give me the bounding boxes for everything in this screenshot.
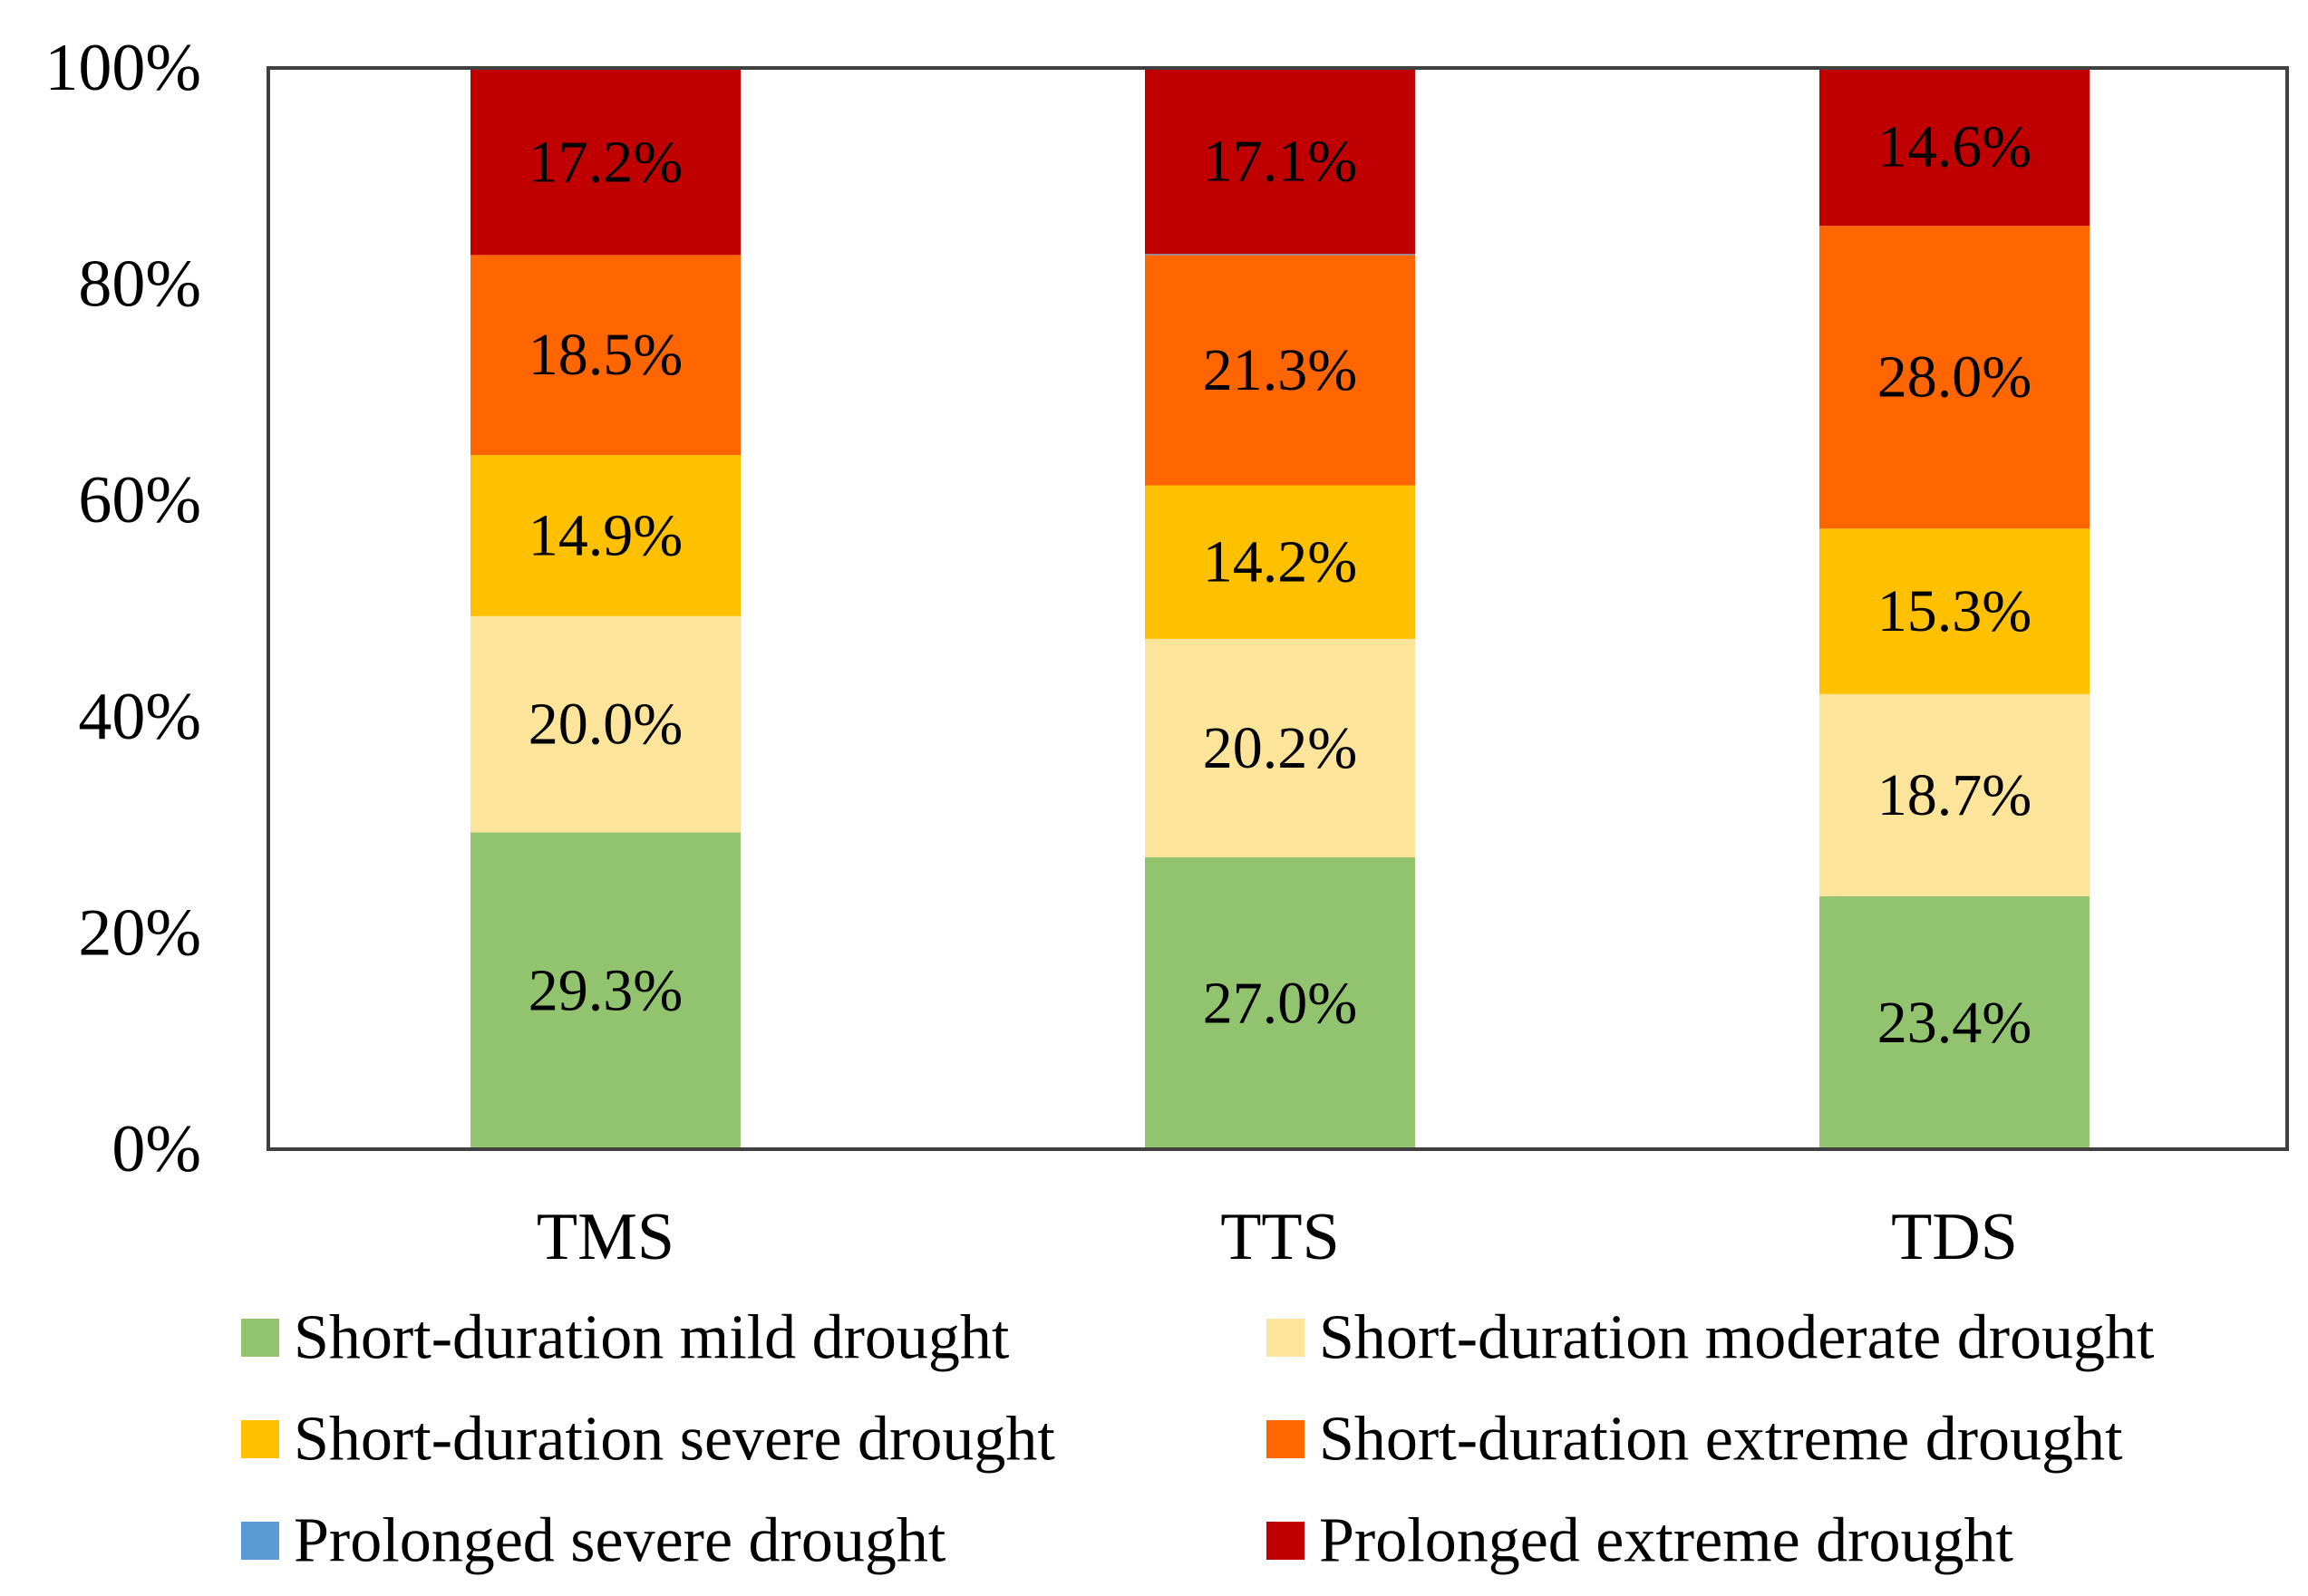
legend-swatch [1266,1319,1304,1357]
x-tick-label-tts: TTS [1220,1200,1340,1274]
data-label-tts-short-duration-moderate-drought: 20.2% [1203,715,1357,781]
y-tick-label: 0% [112,1112,201,1186]
legend-swatch [241,1319,279,1357]
legend-label: Short-duration severe drought [294,1405,1055,1475]
legend-swatch [1266,1420,1304,1458]
data-label-tts-short-duration-extreme-drought: 21.3% [1203,337,1357,403]
x-axis: TMS TTS TDS [537,1200,2018,1274]
legend-item-prolonged-extreme-drought: Prolonged extreme drought [1266,1506,2013,1576]
bar-segment-tts-prolonged-severe-drought [1145,254,1415,256]
data-label-tts-short-duration-mild-drought: 27.0% [1203,970,1357,1036]
x-tick-label-tds: TDS [1891,1200,2018,1274]
bar-segment-tts-short-duration-moderate-drought [1145,638,1415,857]
bar-segment-tms-short-duration-severe-drought [470,455,741,616]
bar-segment-tds-short-duration-mild-drought [1819,895,2090,1149]
bar-segment-tds-short-duration-severe-drought [1819,528,2090,694]
data-label-tds-short-duration-mild-drought: 23.4% [1877,990,2032,1056]
bar-segment-tds-prolonged-extreme-drought [1819,68,2090,227]
data-label-tds-short-duration-moderate-drought: 18.7% [1877,762,2032,828]
data-label-tts-prolonged-extreme-drought: 17.1% [1203,129,1357,195]
legend-swatch [1266,1522,1304,1560]
bars-layer [470,68,2090,1149]
legend-swatch [241,1522,279,1560]
legend-label: Short-duration extreme drought [1319,1405,2123,1475]
y-tick-label: 20% [78,895,201,970]
bar-segment-tts-short-duration-extreme-drought [1145,255,1415,486]
data-label-tds-short-duration-extreme-drought: 28.0% [1877,344,2032,411]
bar-segment-tds-short-duration-moderate-drought [1819,693,2090,896]
bar-segment-tds-short-duration-extreme-drought [1819,226,2090,529]
legend-label: Short-duration moderate drought [1319,1303,2155,1373]
legend-item-prolonged-severe-drought: Prolonged severe drought [241,1506,946,1576]
legend-label: Prolonged extreme drought [1319,1506,2013,1576]
data-label-tds-short-duration-severe-drought: 15.3% [1877,578,2032,644]
data-label-tms-short-duration-extreme-drought: 18.5% [529,322,683,388]
bar-segment-tms-prolonged-extreme-drought [470,69,741,256]
data-label-tts-short-duration-severe-drought: 14.2% [1203,529,1357,595]
legend-item-short-duration-severe-drought: Short-duration severe drought [241,1405,1055,1475]
bar-segment-tms-short-duration-mild-drought [470,832,741,1149]
data-label-tms-prolonged-extreme-drought: 17.2% [529,129,683,195]
y-axis: 0% 20% 40% 60% 80% 100% [44,31,201,1186]
data-label-tms-short-duration-mild-drought: 29.3% [529,958,683,1024]
data-label-tms-short-duration-severe-drought: 14.9% [529,502,683,568]
legend-label: Prolonged severe drought [294,1506,946,1576]
data-label-tms-short-duration-moderate-drought: 20.0% [529,692,683,758]
y-tick-label: 60% [78,463,201,537]
plot-area-frame [267,66,2289,1151]
bar-segment-tms-short-duration-moderate-drought [470,615,741,833]
data-labels-layer: 29.3% 20.0% 14.9% 18.5% 17.2% 27.0% 20.2% 14.2%… [529,114,2032,1056]
x-tick-label-tms: TMS [537,1200,674,1274]
legend-item-short-duration-mild-drought: Short-duration mild drought [241,1303,1010,1373]
legend-item-short-duration-moderate-drought: Short-duration moderate drought [1266,1303,2155,1373]
bar-segment-tts-short-duration-mild-drought [1145,856,1415,1149]
y-tick-label: 40% [78,680,201,754]
data-label-tds-prolonged-extreme-drought: 14.6% [1877,114,2032,180]
legend-item-short-duration-extreme-drought: Short-duration extreme drought [1266,1405,2123,1475]
legend: Short-duration mild drought Short-duratio… [241,1303,2155,1576]
bar-segment-tts-prolonged-extreme-drought [1145,69,1415,255]
y-tick-label: 100% [44,31,201,105]
bar-segment-tts-short-duration-severe-drought [1145,485,1415,639]
legend-label: Short-duration mild drought [294,1303,1010,1373]
y-tick-label: 80% [78,247,201,322]
bar-segment-tms-short-duration-extreme-drought [470,255,741,456]
legend-swatch [241,1420,279,1458]
